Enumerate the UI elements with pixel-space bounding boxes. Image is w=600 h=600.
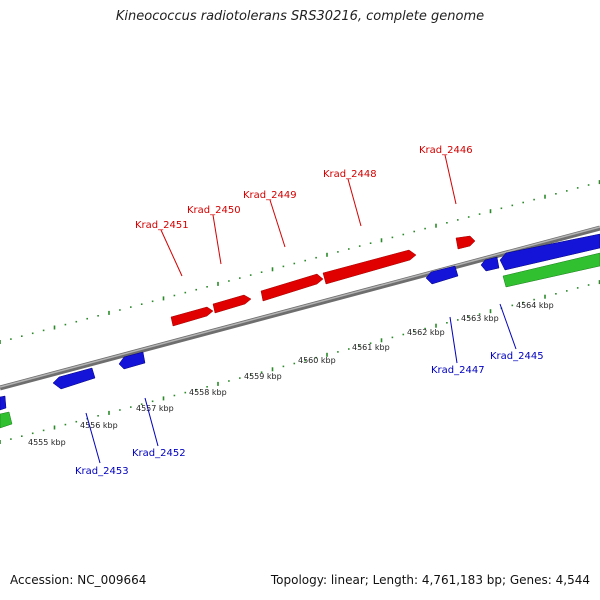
ruler-track-lower bbox=[0, 280, 600, 444]
ruler-label: 4557 kbp bbox=[136, 404, 174, 413]
ruler-label: 4561 kbp bbox=[352, 343, 390, 352]
ruler-labels: 4555 kbp 4556 kbp 4557 kbp 4558 kbp 4559… bbox=[28, 301, 554, 447]
gene-label[interactable]: Krad_2451 bbox=[135, 220, 189, 231]
accession-text: Accession: NC_009664 bbox=[10, 573, 147, 587]
ruler-label: 4560 kbp bbox=[298, 356, 336, 365]
gene-krad-2446[interactable] bbox=[455, 235, 476, 250]
genome-summary-text: Topology: linear; Length: 4,761,183 bp; … bbox=[270, 573, 590, 587]
gene-label[interactable]: Krad_2450 bbox=[187, 205, 241, 216]
ruler-label: 4558 kbp bbox=[189, 388, 227, 397]
forward-gene-labels: Krad_2451 Krad_2450 Krad_2449 Krad_2448 … bbox=[135, 145, 473, 231]
gene-krad-2448[interactable] bbox=[322, 249, 417, 285]
genome-title: Kineococcus radiotolerans SRS30216, comp… bbox=[115, 9, 485, 24]
gene-krad-2447[interactable] bbox=[425, 265, 459, 285]
reverse-gene-labels: Krad_2453 Krad_2452 Krad_2447 Krad_2445 bbox=[75, 351, 544, 477]
gene-krad-2445-a[interactable] bbox=[480, 256, 500, 272]
gene-krad-2450[interactable] bbox=[212, 294, 252, 314]
other-features bbox=[0, 252, 600, 429]
ruler-label: 4555 kbp bbox=[28, 438, 66, 447]
gene-krad-2453[interactable] bbox=[52, 367, 96, 390]
gene-krad-2451[interactable] bbox=[170, 306, 214, 327]
gene-krad-2445[interactable] bbox=[499, 233, 600, 271]
genome-backbone bbox=[0, 225, 600, 391]
leader-line bbox=[347, 178, 362, 227]
gene-label[interactable]: Krad_2445 bbox=[490, 351, 544, 362]
leader-line bbox=[212, 214, 222, 265]
leader-line bbox=[444, 154, 457, 205]
ruler-label: 4563 kbp bbox=[461, 314, 499, 323]
gene-label[interactable]: Krad_2446 bbox=[419, 145, 473, 156]
leader-line bbox=[449, 316, 458, 364]
gene-label[interactable]: Krad_2449 bbox=[243, 190, 297, 201]
feature-green-left[interactable] bbox=[0, 411, 13, 429]
gene-label[interactable]: Krad_2447 bbox=[431, 365, 485, 376]
leader-line bbox=[499, 303, 517, 350]
gene-label[interactable]: Krad_2452 bbox=[132, 448, 186, 459]
gene-krad-2449[interactable] bbox=[260, 273, 324, 302]
forward-leaders bbox=[160, 154, 457, 277]
ruler-track-upper bbox=[0, 180, 600, 344]
ruler-label: 4556 kbp bbox=[80, 421, 118, 430]
leader-line bbox=[144, 397, 159, 447]
leader-line bbox=[160, 229, 183, 277]
gene-label[interactable]: Krad_2453 bbox=[75, 466, 129, 477]
forward-genes bbox=[170, 235, 476, 327]
gene-label[interactable]: Krad_2448 bbox=[323, 169, 377, 180]
reverse-genes bbox=[0, 233, 600, 411]
feature-green-right[interactable] bbox=[502, 252, 600, 288]
genome-backbone-highlight bbox=[0, 226, 600, 388]
leader-line bbox=[269, 199, 286, 248]
ruler-label: 4559 kbp bbox=[244, 372, 282, 381]
gene-blue-far-left[interactable] bbox=[0, 395, 7, 411]
ruler-label: 4562 kbp bbox=[407, 328, 445, 337]
ruler-label: 4564 kbp bbox=[516, 301, 554, 310]
reverse-leaders bbox=[85, 303, 517, 464]
gene-krad-2452[interactable] bbox=[118, 351, 146, 370]
leader-line bbox=[85, 412, 101, 464]
